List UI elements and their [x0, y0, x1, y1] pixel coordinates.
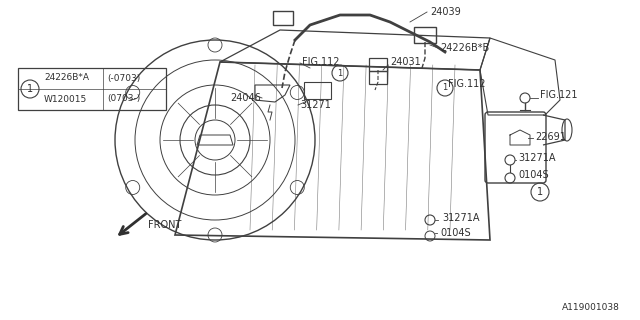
Text: 31271A: 31271A — [518, 153, 556, 163]
Text: 0104S: 0104S — [518, 170, 548, 180]
Text: FIG.112: FIG.112 — [448, 79, 486, 89]
Text: 1: 1 — [537, 187, 543, 197]
Text: 24226B*A: 24226B*A — [44, 74, 89, 83]
Text: 24226B*B: 24226B*B — [440, 43, 489, 53]
Text: W120015: W120015 — [44, 94, 87, 103]
Text: (-0703): (-0703) — [107, 74, 140, 83]
Text: 24046: 24046 — [230, 93, 260, 103]
Text: 1: 1 — [337, 68, 342, 77]
Text: 24031: 24031 — [390, 57, 420, 67]
Text: 0104S: 0104S — [440, 228, 470, 238]
Text: FRONT: FRONT — [148, 220, 181, 230]
Text: 31271: 31271 — [300, 100, 331, 110]
Text: 22691: 22691 — [535, 132, 566, 142]
Bar — [18, 68, 166, 110]
Text: (0703-): (0703-) — [107, 94, 140, 103]
Text: 24039: 24039 — [430, 7, 461, 17]
Text: A119001038: A119001038 — [562, 303, 620, 312]
Text: 1: 1 — [442, 84, 447, 92]
Text: FIG.121: FIG.121 — [540, 90, 577, 100]
Text: 1: 1 — [27, 84, 33, 94]
Text: 31271A: 31271A — [442, 213, 479, 223]
Text: FIG.112: FIG.112 — [302, 57, 339, 67]
